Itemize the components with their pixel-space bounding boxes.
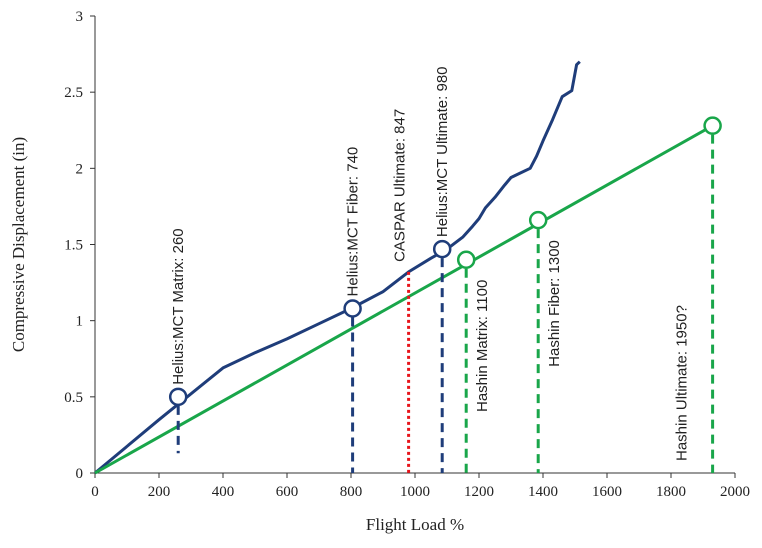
y-tick-label: 2 (76, 161, 84, 177)
series-line-2 (94, 124, 714, 475)
marker-label: Hashin Ultimate: 1950? (674, 305, 691, 461)
marker-label: Hashin Fiber: 1300 (546, 240, 563, 367)
x-tick-labels: 0 200 400 600 800 1000 1200 1400 1600 1800 2000 (91, 473, 750, 500)
series-lines (94, 60, 714, 475)
y-axis-title: Compressive Displacement (in) (9, 137, 28, 352)
y-tick-labels: 0 0.5 1 1.5 2 2.5 3 (64, 9, 95, 482)
marker-label: Helius:MCT Matrix: 260 (170, 228, 187, 384)
y-tick-label: 3 (76, 9, 84, 25)
x-tick-label: 1400 (528, 484, 558, 500)
failure-point (703, 116, 722, 135)
failure-marker: Helius:MCT Ultimate: 980 (432, 66, 452, 473)
failure-marker: Helius:MCT Fiber: 740 (343, 147, 362, 473)
y-tick-label: 1 (76, 314, 84, 330)
marker-label: Helius:MCT Fiber: 740 (345, 147, 362, 297)
axes (94, 16, 735, 474)
failure-point (456, 250, 476, 269)
x-tick-label: 1000 (400, 484, 430, 500)
failure-markers: Helius:MCT Matrix: 260 Helius:MCT Fiber: … (168, 66, 722, 473)
failure-point (343, 299, 362, 318)
x-tick-label: 1600 (592, 484, 622, 500)
x-tick-label: 0 (91, 484, 99, 500)
failure-point (528, 210, 548, 230)
failure-marker: CASPAR Ultimate: 847 (392, 109, 411, 473)
x-tick-label: 1200 (464, 484, 494, 500)
y-tick-label: 0.5 (64, 390, 83, 406)
x-tick-label: 200 (148, 484, 171, 500)
x-axis-title: Flight Load % (366, 515, 464, 534)
x-tick-label: 2000 (720, 484, 750, 500)
failure-marker: Hashin Matrix: 1100 (456, 250, 491, 473)
y-tick-label: 0 (76, 466, 84, 482)
failure-marker: Hashin Fiber: 1300 (528, 210, 563, 473)
x-tick-label: 600 (276, 484, 299, 500)
y-tick-label: 2.5 (64, 85, 83, 101)
marker-label: Hashin Matrix: 1100 (474, 280, 491, 412)
failure-point (432, 239, 452, 259)
x-tick-label: 800 (340, 484, 363, 500)
series-line-1 (94, 60, 581, 475)
failure-point (168, 387, 188, 407)
x-tick-label: 400 (212, 484, 235, 500)
marker-label: CASPAR Ultimate: 847 (392, 109, 409, 262)
marker-label: Helius:MCT Ultimate: 980 (434, 66, 451, 237)
failure-marker: Helius:MCT Matrix: 260 (168, 228, 188, 454)
failure-marker: Hashin Ultimate: 1950? (674, 116, 722, 473)
x-tick-label: 1800 (656, 484, 686, 500)
y-tick-label: 1.5 (64, 238, 83, 254)
